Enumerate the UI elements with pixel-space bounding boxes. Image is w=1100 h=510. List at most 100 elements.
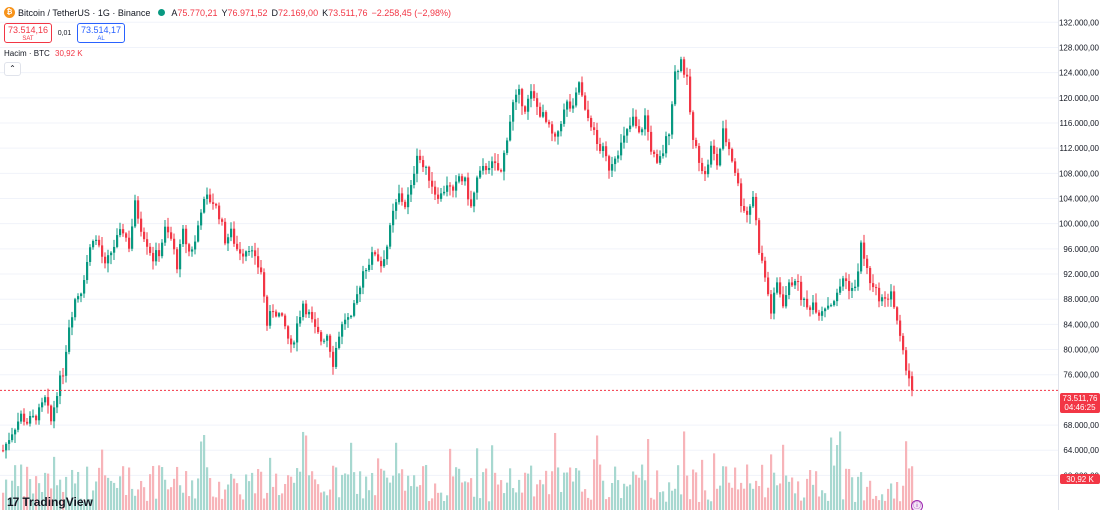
candle-body bbox=[479, 170, 482, 178]
price-tick-label: 68.000,00 bbox=[1063, 421, 1099, 430]
volume-bar bbox=[470, 478, 473, 510]
volume-bar bbox=[683, 431, 686, 510]
candle-body bbox=[590, 118, 593, 128]
candle-body bbox=[398, 193, 401, 203]
candle-body bbox=[782, 294, 785, 307]
volume-bar bbox=[881, 494, 884, 510]
candle-body bbox=[35, 415, 38, 421]
candle-body bbox=[161, 242, 164, 257]
candle-body bbox=[758, 220, 761, 253]
candle-body bbox=[863, 242, 866, 259]
volume-bar bbox=[857, 476, 860, 510]
volume-bar bbox=[608, 497, 611, 510]
candlestick-chart[interactable] bbox=[0, 0, 1058, 510]
volume-bar bbox=[167, 489, 170, 510]
candle-body bbox=[575, 92, 578, 106]
candle-body bbox=[500, 170, 503, 172]
volume-bar bbox=[575, 468, 578, 510]
candle-body bbox=[692, 112, 695, 141]
volume-bar bbox=[149, 474, 152, 510]
volume-bar bbox=[197, 478, 200, 510]
volume-bar bbox=[485, 468, 488, 510]
volume-bar bbox=[590, 499, 593, 510]
volume-bar bbox=[473, 496, 476, 510]
symbol-title[interactable]: Bitcoin / TetherUS · 1G · Binance bbox=[18, 7, 151, 18]
candle-body bbox=[443, 191, 446, 194]
candle-body bbox=[836, 292, 839, 302]
candle-body bbox=[698, 145, 701, 163]
candle-body bbox=[830, 305, 833, 307]
price-scale[interactable]: 132.000,00 128.000,00 124.000,00 120.000,00… bbox=[1058, 0, 1100, 510]
volume-bar bbox=[278, 495, 281, 510]
candle-body bbox=[860, 242, 863, 272]
candle-body bbox=[215, 203, 218, 206]
candle-body bbox=[554, 133, 557, 137]
volume-bar bbox=[53, 456, 56, 510]
candle-body bbox=[407, 194, 410, 208]
volume-name[interactable]: Hacim · BTC bbox=[4, 49, 50, 58]
chart-pane[interactable]: ₿ Bitcoin / TetherUS · 1G · Binance A 75.… bbox=[0, 0, 1058, 510]
candle-body bbox=[494, 161, 497, 164]
candle-body bbox=[665, 136, 668, 154]
candle-body bbox=[332, 351, 335, 367]
volume-bar bbox=[899, 501, 902, 510]
tradingview-logo[interactable]: 17 TradingView bbox=[7, 495, 93, 509]
volume-bar bbox=[140, 480, 143, 510]
candle-body bbox=[881, 297, 884, 302]
chevron-up-icon: ⌃ bbox=[9, 64, 16, 73]
volume-bar bbox=[122, 466, 125, 510]
volume-bar bbox=[671, 490, 674, 510]
candle-body bbox=[113, 246, 116, 253]
buy-label: AL bbox=[97, 36, 105, 42]
volume-bar bbox=[116, 487, 119, 510]
candle-body bbox=[182, 228, 185, 245]
volume-bar bbox=[230, 473, 233, 510]
candle-body bbox=[374, 252, 377, 255]
candle-body bbox=[578, 82, 581, 93]
candle-body bbox=[656, 154, 659, 163]
volume-bar bbox=[620, 498, 623, 510]
volume-bar bbox=[194, 498, 197, 510]
volume-bar bbox=[545, 470, 548, 510]
volume-bar bbox=[638, 477, 641, 510]
volume-bar bbox=[257, 469, 260, 510]
volume-bar bbox=[707, 499, 710, 510]
candle-body bbox=[743, 206, 746, 211]
candle-body bbox=[278, 313, 281, 317]
candle-body bbox=[653, 151, 656, 155]
sell-button[interactable]: 73.514,16 SAT bbox=[4, 23, 52, 43]
collapse-legend-button[interactable]: ⌃ bbox=[4, 62, 21, 76]
volume-bar bbox=[761, 464, 764, 510]
volume-bar bbox=[62, 491, 65, 510]
volume-bar bbox=[869, 480, 872, 510]
candle-body bbox=[365, 270, 368, 272]
volume-bar bbox=[587, 497, 590, 510]
candle-body bbox=[608, 156, 611, 171]
volume-bar bbox=[863, 500, 866, 510]
candle-body bbox=[149, 246, 152, 253]
volume-bar bbox=[659, 492, 662, 510]
volume-bar bbox=[911, 466, 914, 510]
candle-body bbox=[908, 370, 911, 379]
volume-bar bbox=[245, 474, 248, 510]
candle-body bbox=[737, 172, 740, 184]
buy-button[interactable]: 73.514,17 AL bbox=[77, 23, 125, 43]
volume-legend: Hacim · BTC 30,92 K bbox=[4, 49, 83, 58]
high-value: 76.971,52 bbox=[227, 7, 268, 18]
candle-body bbox=[368, 264, 371, 271]
candle-body bbox=[563, 109, 566, 124]
volume-bar bbox=[563, 472, 566, 510]
bitcoin-icon: ₿ bbox=[4, 7, 15, 18]
candle-body bbox=[695, 140, 698, 146]
candle-body bbox=[416, 155, 419, 174]
volume-bar bbox=[533, 496, 536, 510]
events-icon[interactable]: ⓘ bbox=[911, 500, 923, 510]
volume-bar bbox=[413, 475, 416, 510]
candle-body bbox=[506, 140, 509, 153]
volume-bar bbox=[47, 473, 50, 510]
volume-bar bbox=[593, 459, 596, 510]
candle-body bbox=[371, 252, 374, 265]
candle-body bbox=[125, 233, 128, 238]
candle-body bbox=[791, 282, 794, 286]
volume-bar bbox=[11, 480, 14, 510]
